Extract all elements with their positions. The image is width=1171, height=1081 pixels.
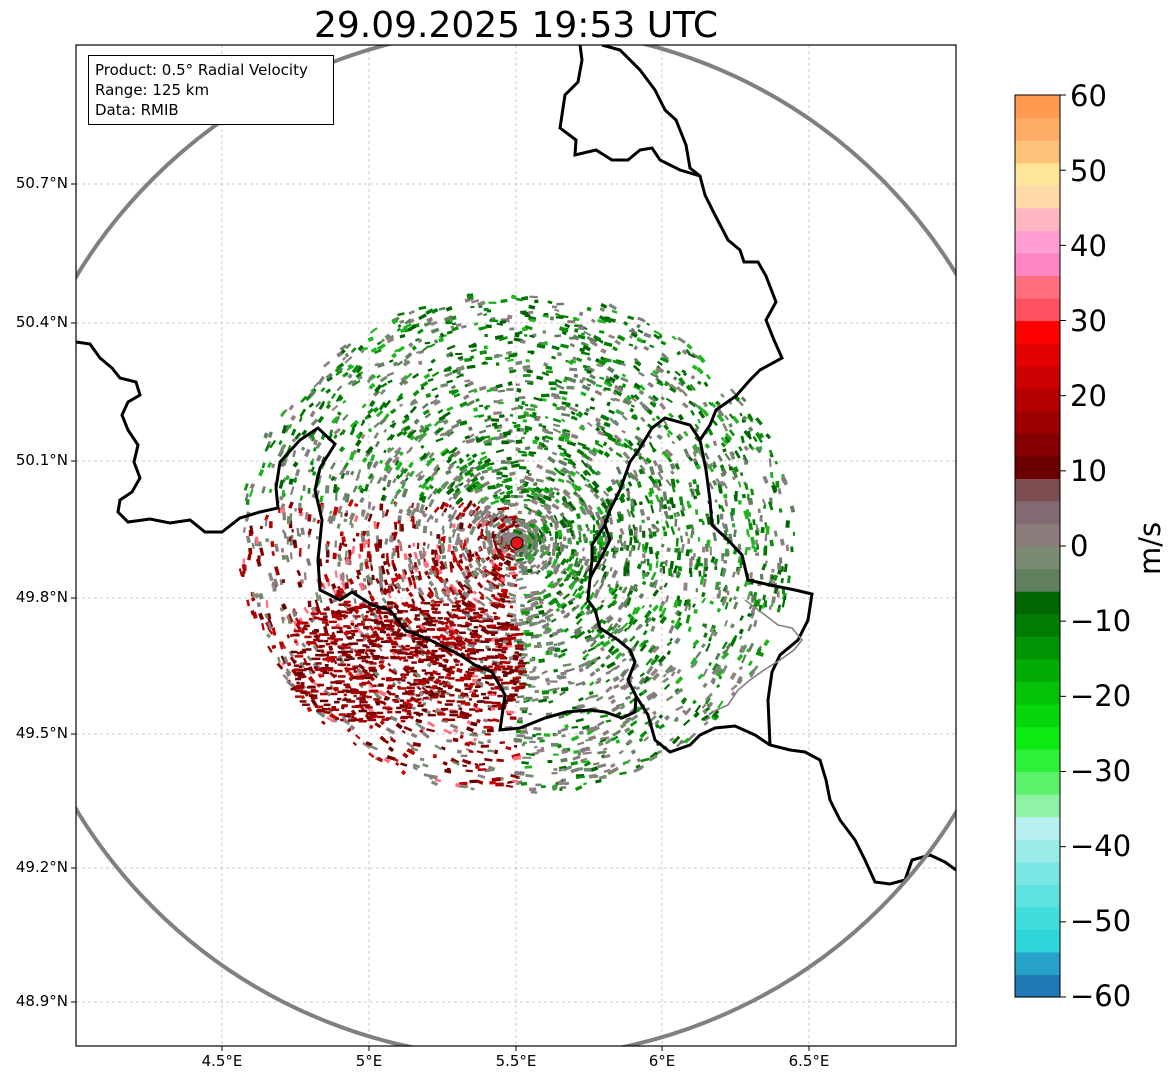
colorbar-tick-label: −40 [1070,829,1132,863]
colorbar-tick-label: −20 [1070,679,1132,713]
lat-tick-label: 49.5°N [15,724,68,742]
lat-tick-label: 49.8°N [15,588,68,606]
colorbar-segment [1015,771,1060,795]
source-label: Data: RMIB [95,101,179,119]
colorbar-segment [1015,906,1060,930]
colorbar-tick-label: 0 [1070,529,1089,563]
colorbar-tick-label: 20 [1070,379,1107,413]
colorbar-segment [1015,252,1060,276]
colorbar-tick-label: −50 [1070,904,1132,938]
colorbar-segment [1015,117,1060,141]
lat-tick-label: 50.7°N [15,174,68,192]
colorbar-segment [1015,207,1060,231]
colorbar-segment [1015,613,1060,637]
colorbar-tick-label: −10 [1070,604,1132,638]
colorbar-segment [1015,433,1060,457]
colorbar-segment [1015,839,1060,863]
lon-tick-label: 5.5°E [495,1052,537,1070]
colorbar-segment [1015,974,1060,998]
colorbar-segment [1015,546,1060,570]
colorbar-segment [1015,568,1060,592]
colorbar-segment [1015,275,1060,299]
map-title: 29.09.2025 19:53 UTC [313,5,719,46]
colorbar-segment [1015,816,1060,840]
lon-tick-label: 6°E [648,1052,676,1070]
colorbar-segment [1015,794,1060,818]
colorbar-segment [1015,929,1060,953]
colorbar-segment [1015,681,1060,705]
colorbar-tick-label: 60 [1070,79,1107,113]
colorbar-segment [1015,320,1060,344]
colorbar-segment [1015,365,1060,389]
colorbar-tick-label: −60 [1070,979,1132,1013]
colorbar-segment [1015,658,1060,682]
product-label: Product: 0.5° Radial Velocity [95,61,308,79]
colorbar-tick-label: 40 [1070,229,1107,263]
colorbar-segment [1015,95,1060,119]
colorbar-unit-label: m/s [1133,521,1167,575]
axis-ticks [71,183,810,1051]
colorbar-segment [1015,230,1060,254]
colorbar-segment [1015,388,1060,412]
colorbar-segment [1015,726,1060,750]
lon-tick-label: 6.5°E [788,1052,830,1070]
lon-tick-label: 5°E [355,1052,383,1070]
border-luxembourg [588,439,814,746]
colorbar-segment [1015,861,1060,885]
border-north-east [558,45,701,178]
lat-tick-label: 48.9°N [15,992,68,1010]
colorbar-segment [1015,703,1060,727]
colorbar-segment [1015,140,1060,164]
colorbar-segment [1015,478,1060,502]
colorbar-tick-label: 10 [1070,454,1107,488]
colorbar [1015,94,1066,998]
colorbar-tick-label: −30 [1070,754,1132,788]
colorbar-segment [1015,297,1060,322]
range-label: Range: 125 km [95,81,210,99]
colorbar-segment [1015,591,1060,615]
colorbar-segment [1015,410,1060,434]
colorbar-tick-label: 30 [1070,304,1107,338]
lat-tick-label: 49.2°N [15,858,68,876]
colorbar-frame [1014,94,1061,998]
border-belgium-west [76,45,784,732]
border-river-mosel [711,599,804,713]
radar-site-marker[interactable] [510,536,524,550]
colorbar-segment [1015,884,1060,908]
colorbar-segment [1015,951,1060,976]
colorbar-tick-label: 50 [1070,154,1107,188]
colorbar-segment [1015,636,1060,660]
lat-tick-label: 50.4°N [15,313,68,331]
product-info-box: Product: 0.5° Radial Velocity Range: 125… [88,55,334,125]
colorbar-segment [1015,500,1060,525]
lon-tick-label: 4.5°E [201,1052,243,1070]
colorbar-segment [1015,162,1060,186]
colorbar-segment [1015,455,1060,479]
colorbar-segment [1015,748,1060,773]
velocity-echoes [238,293,796,794]
colorbar-segment [1015,185,1060,209]
colorbar-segment [1015,523,1060,547]
colorbar-segment [1015,343,1060,367]
lat-tick-label: 50.1°N [15,451,68,469]
